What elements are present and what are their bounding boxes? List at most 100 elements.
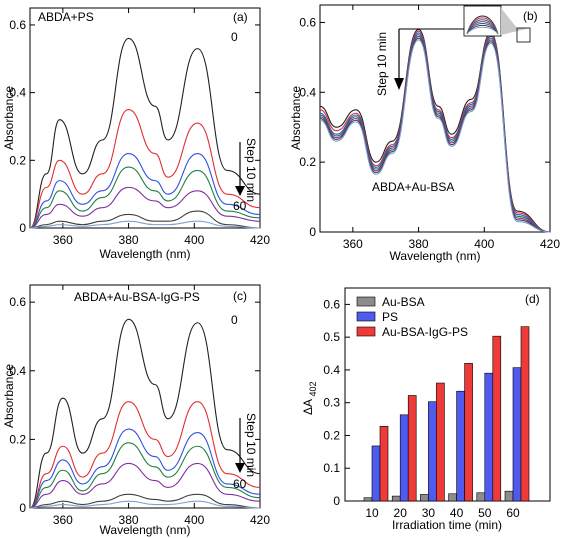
panel-c: 360 380 400 420 0 0.2 0.4 0.6 ABDA+Au-BSA-IgG-P… bbox=[2, 284, 270, 537]
panel-c-xlabel: Wavelength (nm) bbox=[100, 523, 191, 537]
y-tick-label: 0.4 bbox=[9, 86, 26, 100]
y-tick-label: 0.2 bbox=[9, 153, 26, 167]
panel-c-annotation: ABDA+Au-BSA-IgG-PS bbox=[74, 290, 200, 304]
x-tick-label: 60 bbox=[506, 506, 520, 520]
panel-b-arrow-head bbox=[394, 78, 404, 90]
bar bbox=[371, 445, 381, 502]
bar bbox=[436, 382, 445, 502]
panel-b-axes: 360 380 400 420 0 0.2 0.4 0.6 bbox=[299, 5, 560, 251]
panel-b-ylabel: Absorbance bbox=[289, 86, 303, 150]
bar bbox=[407, 395, 417, 502]
legend-swatch bbox=[356, 326, 376, 337]
bar bbox=[504, 490, 514, 502]
series-line bbox=[29, 500, 261, 509]
x-tick-label: 420 bbox=[250, 513, 270, 527]
x-tick-label: 360 bbox=[53, 513, 73, 527]
legend-swatch bbox=[356, 296, 376, 307]
panel-a-series bbox=[29, 37, 261, 229]
panel-a-step-label: Step 10 min bbox=[244, 138, 258, 202]
panel-a-label: (a) bbox=[233, 10, 248, 24]
panel-c-arrow-head bbox=[235, 463, 245, 473]
series-line bbox=[29, 166, 261, 229]
series-line bbox=[29, 220, 261, 229]
series-line bbox=[29, 493, 261, 509]
y-tick-label: 0.1 bbox=[323, 461, 340, 475]
panel-d-ylabel-main: ΔA bbox=[301, 399, 315, 415]
panel-b-inset bbox=[463, 5, 531, 43]
x-tick-label: 420 bbox=[250, 233, 270, 247]
x-tick-label: 10 bbox=[365, 506, 379, 520]
y-tick-label: 0.6 bbox=[323, 297, 340, 311]
bar bbox=[379, 425, 389, 502]
x-tick-label: 40 bbox=[450, 506, 464, 520]
y-tick-label: 0.4 bbox=[9, 364, 26, 378]
y-tick-label: 0.4 bbox=[299, 85, 316, 99]
panel-c-step-label: Step 10 min bbox=[244, 413, 258, 477]
series-line bbox=[29, 210, 261, 229]
series-line bbox=[29, 318, 261, 509]
panel-d-xlabel: Irradiation time (min) bbox=[392, 518, 502, 532]
series-line bbox=[29, 186, 261, 229]
series-line bbox=[319, 28, 551, 233]
panel-c-start-label: 0 bbox=[231, 313, 238, 327]
panel-c-ylabel: Absorbance bbox=[2, 364, 16, 428]
x-tick-label: 30 bbox=[422, 506, 436, 520]
series-line bbox=[319, 32, 551, 233]
panel-c-axes: 360 380 400 420 0 0.2 0.4 0.6 bbox=[9, 285, 270, 527]
panel-c-series bbox=[29, 318, 261, 509]
series-line bbox=[319, 39, 551, 233]
x-tick-label: 380 bbox=[119, 233, 139, 247]
bar bbox=[456, 390, 465, 502]
legend-label: Au-BSA bbox=[382, 295, 425, 309]
y-tick-label: 0 bbox=[333, 494, 340, 508]
y-tick-label: 0.6 bbox=[299, 15, 316, 29]
series-line bbox=[29, 401, 261, 509]
bar bbox=[428, 401, 437, 502]
bar bbox=[484, 372, 494, 502]
series-line bbox=[319, 37, 551, 233]
y-tick-label: 0.5 bbox=[323, 330, 340, 344]
inset-zoom-box bbox=[516, 27, 531, 43]
x-tick-label: 400 bbox=[474, 237, 494, 251]
x-tick-label: 360 bbox=[343, 237, 363, 251]
panel-a: 360 380 400 420 0 0.2 0.4 0.6 ABDA+PS (a) 0 Ste… bbox=[2, 7, 270, 261]
panel-a-start-label: 0 bbox=[231, 30, 238, 44]
y-tick-label: 0.3 bbox=[323, 396, 340, 410]
x-tick-label: 20 bbox=[394, 506, 408, 520]
series-line bbox=[29, 152, 261, 229]
series-line bbox=[29, 442, 261, 509]
panel-b-annotation: ABDA+Au-BSA bbox=[372, 180, 454, 194]
bar bbox=[391, 495, 401, 502]
series-line bbox=[29, 462, 261, 509]
panel-a-axes: 360 380 400 420 0 0.2 0.4 0.6 bbox=[9, 8, 270, 247]
panel-a-xlabel: Wavelength (nm) bbox=[100, 247, 191, 261]
bar bbox=[520, 326, 530, 502]
y-tick-label: 0 bbox=[19, 501, 26, 515]
panel-d-bars bbox=[363, 326, 530, 502]
panel-d-frame bbox=[344, 287, 551, 502]
panel-b: 360 380 400 420 0 0.2 0.4 0.6 (b) ABDA+Au-BSA S… bbox=[289, 4, 560, 263]
x-tick-label: 400 bbox=[184, 513, 204, 527]
panel-b-step-label: Step 10 min bbox=[375, 32, 389, 96]
series-line bbox=[319, 30, 551, 233]
panel-d-label: (d) bbox=[525, 292, 540, 306]
series-line bbox=[29, 37, 261, 229]
legend-label: Au-BSA-IgG-PS bbox=[382, 325, 468, 339]
bar bbox=[512, 367, 522, 502]
bar bbox=[363, 497, 373, 502]
y-tick-label: 0.2 bbox=[9, 432, 26, 446]
y-tick-label: 0 bbox=[19, 221, 26, 235]
panel-d-axes: 0 0.1 0.2 0.3 0.4 0.5 0.6 10 20 30 40 50 60 bbox=[323, 297, 520, 520]
panel-d-ylabel-sub: 402 bbox=[308, 381, 318, 396]
panel-a-annotation: ABDA+PS bbox=[38, 10, 94, 24]
series-line bbox=[319, 34, 551, 233]
series-line bbox=[29, 428, 261, 509]
bar bbox=[420, 494, 429, 502]
inset-line bbox=[466, 26, 499, 35]
series-line bbox=[29, 108, 261, 229]
panel-b-xlabel: Wavelength (nm) bbox=[390, 249, 481, 263]
panel-a-ylabel: Absorbance bbox=[2, 86, 16, 150]
legend-swatch bbox=[356, 311, 376, 322]
